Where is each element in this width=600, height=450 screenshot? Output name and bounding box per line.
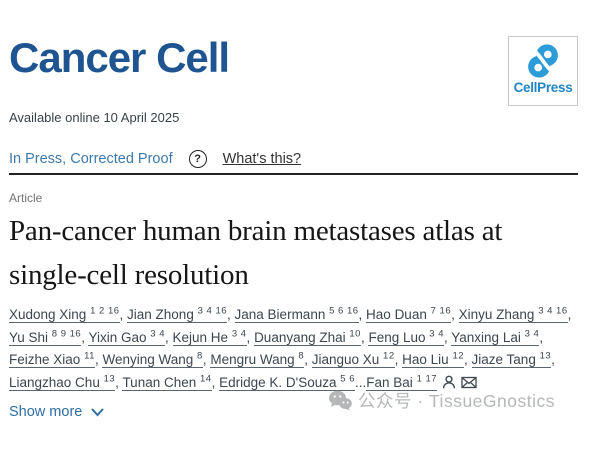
author-link[interactable]: Kejun He 3 4: [172, 328, 247, 346]
cellpress-swirl-icon: [528, 44, 558, 78]
wechat-icon: [328, 390, 352, 411]
help-icon[interactable]: ?: [188, 150, 207, 168]
author-link[interactable]: Hao Duan 7 16: [366, 305, 452, 323]
author-link[interactable]: Wenying Wang 8: [102, 350, 203, 368]
in-press-status-link[interactable]: In Press, Corrected Proof: [9, 151, 173, 167]
cellpress-logo-text: CellPress: [513, 80, 573, 95]
person-icon[interactable]: [442, 375, 456, 389]
envelope-icon[interactable]: [461, 376, 477, 389]
status-row: In Press, Corrected Proof ? What's this?: [9, 150, 578, 168]
author-link[interactable]: Edridge K. D'Souza 5 6: [219, 373, 355, 391]
author-link[interactable]: Tunan Chen 14: [122, 373, 212, 391]
author-names: Xudong Xing 1 2 16, Jian Zhong 3 4 16, J…: [9, 305, 572, 391]
author-icons: [437, 375, 477, 390]
author-link[interactable]: Xinyu Zhang 3 4 16: [458, 305, 568, 323]
author-link[interactable]: Feng Luo 3 4: [368, 328, 445, 346]
author-link[interactable]: Yixin Gao 3 4: [88, 328, 165, 346]
author-link[interactable]: Jana Biermann 5 6 16: [234, 305, 359, 323]
journal-title-link[interactable]: Cancer Cell: [9, 34, 230, 81]
author-link[interactable]: Feizhe Xiao 11: [9, 350, 95, 368]
article-title: Pan-cancer human brain metastases atlas …: [9, 215, 503, 291]
author-link[interactable]: Duanyang Zhai 10: [254, 328, 361, 346]
show-more-label: Show more: [9, 404, 83, 420]
author-list: Xudong Xing 1 2 16, Jian Zhong 3 4 16, J…: [9, 304, 577, 394]
divider-line: [9, 173, 578, 175]
author-link[interactable]: Liangzhao Chu 13: [9, 373, 116, 391]
show-more-button[interactable]: Show more: [9, 404, 104, 420]
watermark-text: 公众号 · TissueGnostics: [357, 391, 555, 411]
author-link[interactable]: Fan Bai 1 17: [366, 373, 438, 391]
chevron-down-icon: [91, 408, 104, 416]
author-link[interactable]: Yanxing Lai 3 4: [451, 328, 540, 346]
author-link[interactable]: Jian Zhong 3 4 16: [127, 305, 228, 323]
available-online-date: Available online 10 April 2025: [9, 110, 180, 125]
author-link[interactable]: Mengru Wang 8: [210, 350, 305, 368]
author-link[interactable]: Yu Shi 8 9 16: [9, 328, 82, 346]
whats-this-link[interactable]: What's this?: [222, 151, 302, 167]
article-type-label: Article: [9, 191, 43, 205]
author-link[interactable]: Jianguo Xu 12: [311, 350, 395, 368]
watermark: 公众号 · TissueGnostics: [328, 388, 555, 413]
cellpress-logo[interactable]: CellPress: [508, 36, 578, 106]
author-link[interactable]: Jiaze Tang 13: [471, 350, 552, 368]
author-link[interactable]: Hao Liu 12: [402, 350, 465, 368]
author-link[interactable]: Xudong Xing 1 2 16: [9, 305, 120, 323]
